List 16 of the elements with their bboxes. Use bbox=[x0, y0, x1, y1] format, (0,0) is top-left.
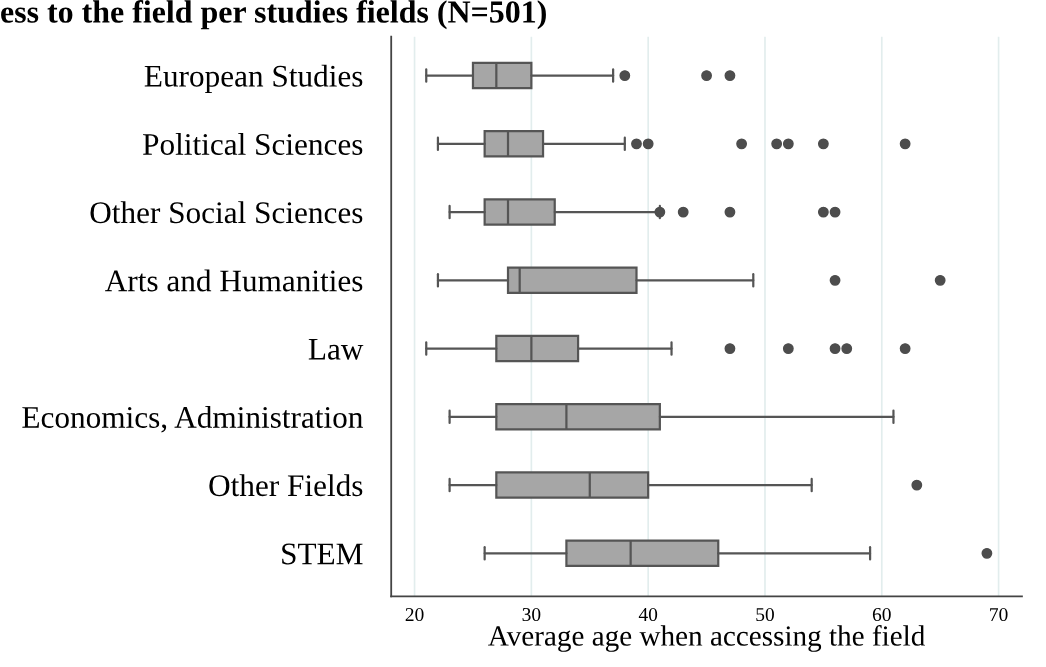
x-tick-label: 40 bbox=[638, 607, 658, 622]
y-tick-label: STEM bbox=[282, 543, 363, 565]
x-axis-title: Average age when accessing the field bbox=[488, 625, 925, 652]
y-tick-label: European Studies bbox=[144, 64, 363, 94]
y-tick-label: Other Social Sciences bbox=[90, 201, 363, 224]
y-tick-label: Other Fields bbox=[209, 474, 363, 497]
x-tick-label: 60 bbox=[872, 607, 891, 622]
y-tick-label: Economics, Administration bbox=[22, 405, 363, 433]
y-tick-label: Political Sciences bbox=[143, 132, 363, 155]
chart-title: ess to the field per studies fields (N=501) bbox=[1, 0, 546, 30]
x-tick-label: 50 bbox=[756, 607, 774, 622]
y-tick-label: Arts and Humanities bbox=[105, 269, 363, 292]
x-tick-label: 20 bbox=[405, 607, 424, 622]
y-tick-label: Law bbox=[308, 338, 364, 360]
x-tick-label: 70 bbox=[990, 607, 1008, 622]
x-tick-label: 30 bbox=[522, 607, 541, 622]
